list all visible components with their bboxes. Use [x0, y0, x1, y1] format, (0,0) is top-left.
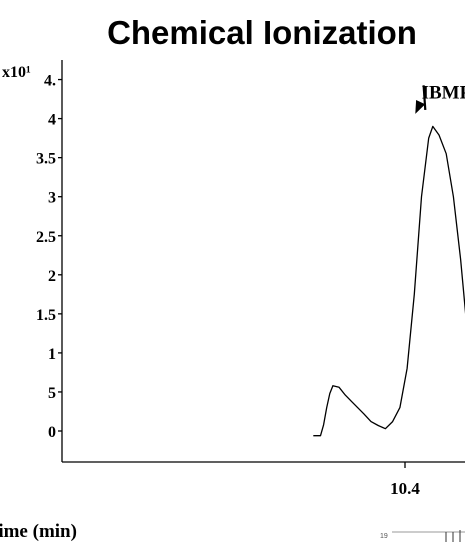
- x-axis-label: time (min): [0, 521, 77, 542]
- y-tick-label: 4: [48, 112, 56, 129]
- y-tick-label: 5: [48, 385, 56, 402]
- y-tick-label: 1: [48, 346, 56, 363]
- svg-text:19: 19: [380, 533, 388, 540]
- annotation-arrowhead: [415, 100, 426, 114]
- y-tick-label: 2.5: [36, 229, 56, 246]
- annotation-arrow-line: [422, 85, 427, 110]
- x-tick-label: 10.4: [390, 479, 420, 498]
- y-axis-ticks: 0 5 1 1.5 2 2.5 3 3.5 4 4.: [36, 73, 62, 441]
- annotation-label: IBMP: [422, 82, 465, 103]
- x-axis-ticks: 10.410.4510.5: [390, 462, 420, 498]
- chart-title: Chemical Ionization: [107, 14, 417, 51]
- annotation-layer: IBMP: [415, 82, 465, 114]
- y-tick-label: 3: [48, 190, 56, 207]
- y-tick-label: 4.: [44, 73, 56, 90]
- thumbnail-fragment: 19: [369, 529, 465, 542]
- y-tick-label: 1.5: [36, 307, 56, 324]
- series-line: [313, 125, 465, 437]
- y-tick-label: 3.5: [36, 151, 56, 168]
- y-tick-label: 0: [48, 424, 56, 441]
- y-tick-label: 2: [48, 268, 56, 285]
- series-layer: [313, 125, 465, 437]
- y-multiplier-label: x10¹: [2, 64, 31, 81]
